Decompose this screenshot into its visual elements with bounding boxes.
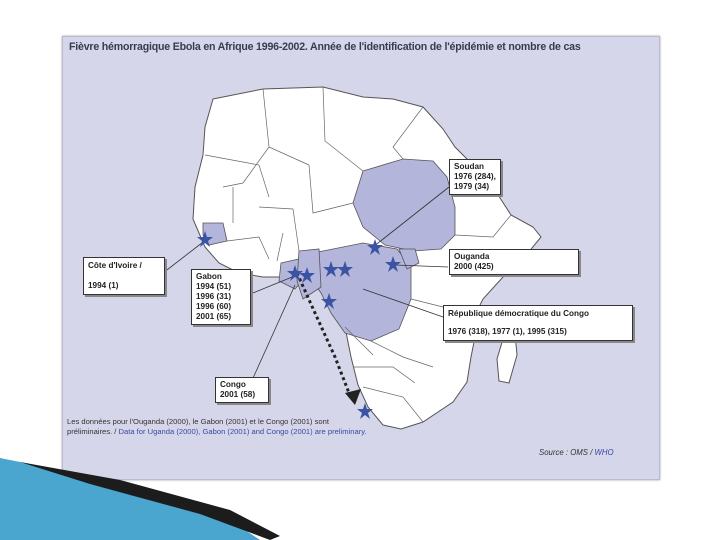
leader-lines bbox=[162, 186, 450, 388]
source-fr: Source : OMS / bbox=[539, 448, 593, 457]
soudan-name: Soudan bbox=[454, 162, 485, 171]
star-cote-ivoire bbox=[197, 231, 213, 247]
map-title: Fièvre hémorragique Ebola en Afrique 199… bbox=[69, 41, 581, 53]
gabon-name: Gabon bbox=[196, 272, 222, 281]
star-gabon-2 bbox=[299, 267, 315, 283]
slide-swoosh-dark bbox=[20, 462, 280, 540]
congo-label-box: Congo 2001 (58) bbox=[215, 377, 269, 403]
footnote-fr: Les données pour l'Ouganda (2000), le Ga… bbox=[67, 417, 329, 436]
cote-ivoire-line1: 1994 (1) bbox=[88, 281, 119, 290]
cote-ivoire-label-box: Côte d'Ivoire / 1994 (1) bbox=[83, 257, 165, 295]
ouganda-label-box: Ouganda 2000 (425) bbox=[449, 249, 579, 275]
soudan-region bbox=[352, 158, 456, 252]
gabon-line4: 2001 (65) bbox=[196, 312, 232, 321]
star-ouganda bbox=[385, 256, 401, 272]
ouganda-line1: 2000 (425) bbox=[454, 262, 494, 271]
dotted-path bbox=[295, 272, 351, 394]
slide-decoration bbox=[0, 458, 280, 540]
footnote: Les données pour l'Ouganda (2000), le Ga… bbox=[67, 417, 367, 437]
gabon-line3: 1996 (60) bbox=[196, 302, 232, 311]
star-gabon-1 bbox=[287, 265, 303, 281]
star-south bbox=[357, 403, 373, 419]
outbreak-stars bbox=[197, 231, 401, 419]
source-credit: Source : OMS / WHO bbox=[539, 448, 614, 457]
ouganda-name: Ouganda bbox=[454, 252, 490, 261]
star-rdc-2 bbox=[337, 261, 353, 277]
footnote-en: Data for Uganda (2000), Gabon (2001) and… bbox=[118, 427, 367, 436]
arrow-head bbox=[345, 389, 361, 405]
source-en: WHO bbox=[594, 448, 614, 457]
cote-ivoire-name: Côte d'Ivoire / bbox=[88, 261, 142, 270]
star-rdc-3 bbox=[321, 293, 337, 309]
gabon-label-box: Gabon 1994 (51) 1996 (31) 1996 (60) 2001… bbox=[191, 269, 251, 325]
slide-swoosh-blue bbox=[0, 458, 260, 540]
ebola-map-figure: Fièvre hémorragique Ebola en Afrique 199… bbox=[62, 36, 660, 480]
soudan-line1: 1976 (284), bbox=[454, 172, 496, 181]
country-borders bbox=[204, 86, 512, 423]
star-soudan bbox=[367, 239, 383, 255]
rdc-label-box: République démocratique du Congo 1976 (3… bbox=[443, 305, 633, 341]
congo-name: Congo bbox=[220, 380, 246, 389]
soudan-line2: 1979 (34) bbox=[454, 182, 490, 191]
rdc-region bbox=[306, 242, 412, 342]
gabon-line1: 1994 (51) bbox=[196, 282, 232, 291]
rdc-name: République démocratique du Congo bbox=[448, 309, 590, 318]
congo-line1: 2001 (58) bbox=[220, 390, 256, 399]
gabon-line2: 1996 (31) bbox=[196, 292, 232, 301]
ouganda-region bbox=[398, 248, 420, 270]
star-rdc-1 bbox=[323, 261, 339, 277]
soudan-label-box: Soudan 1976 (284), 1979 (34) bbox=[449, 159, 501, 195]
rdc-line1: 1976 (318), 1977 (1), 1995 (315) bbox=[448, 327, 567, 336]
